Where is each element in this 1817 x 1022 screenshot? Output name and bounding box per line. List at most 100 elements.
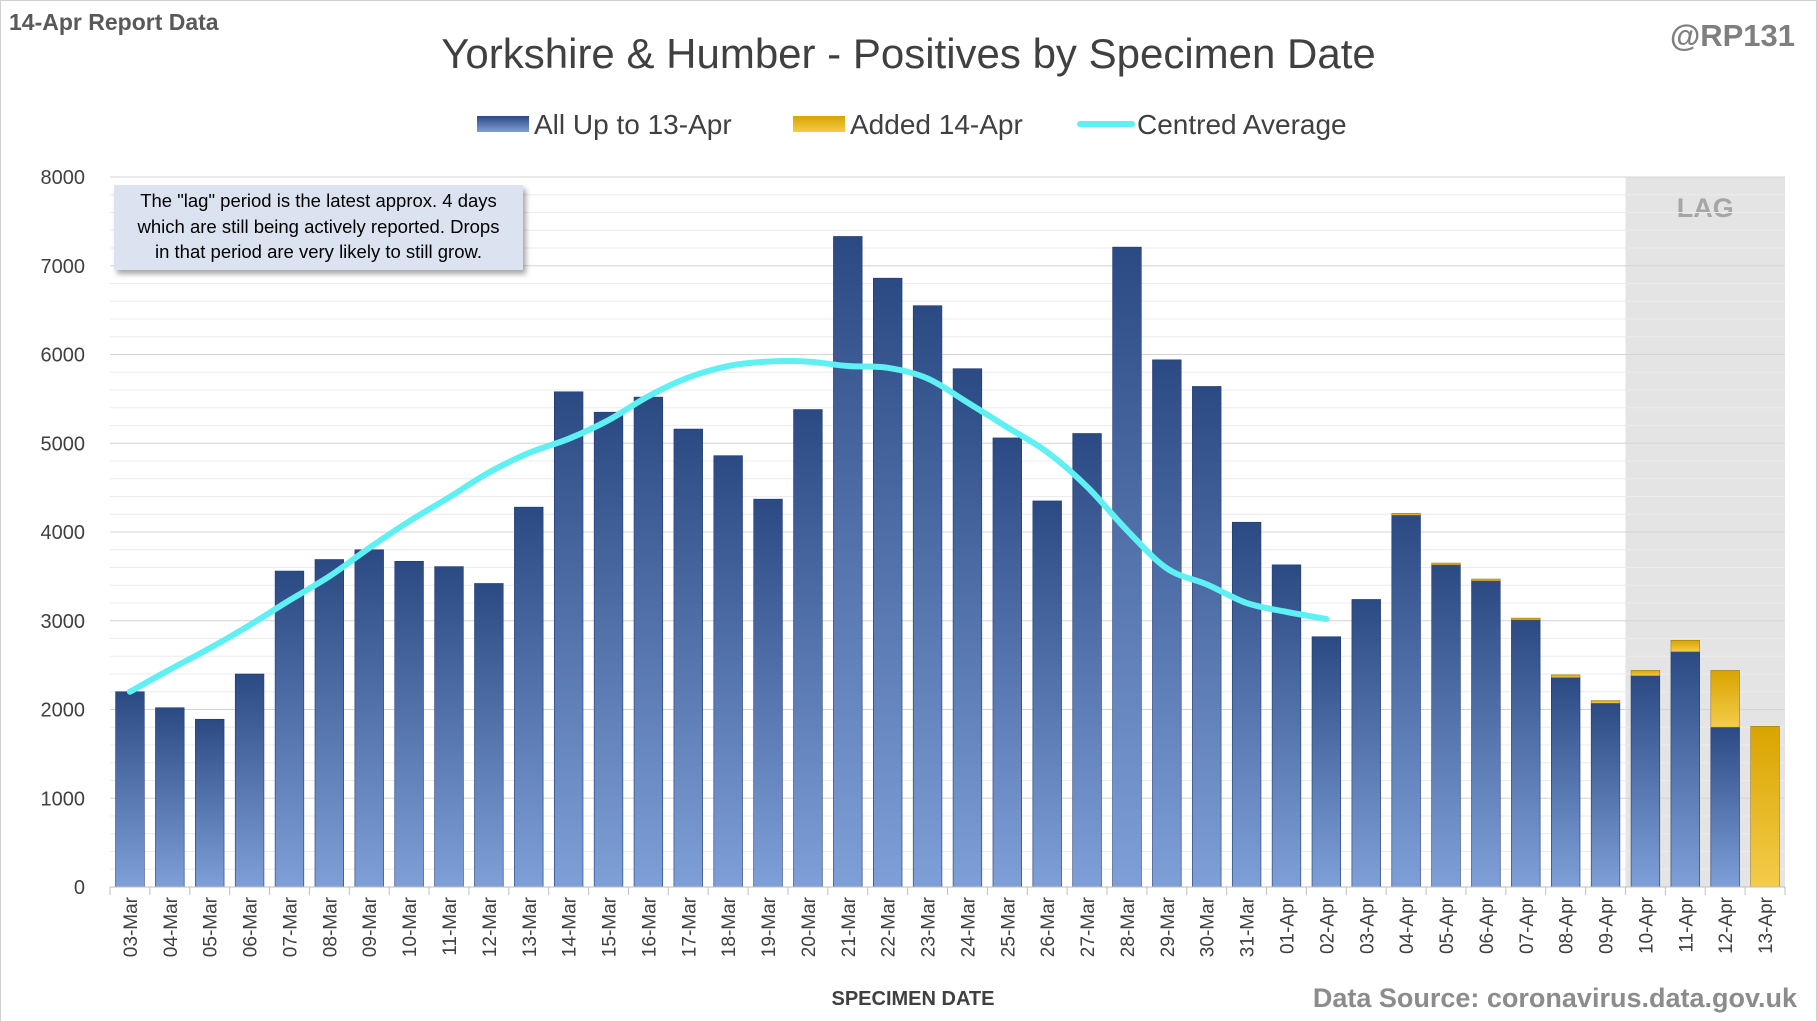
x-tick-label: 13-Mar (520, 896, 541, 957)
bar-all-up-to-13-apr (1072, 433, 1102, 888)
bar-all-up-to-13-apr (713, 455, 743, 888)
x-tick-label: 17-Mar (679, 896, 700, 957)
bar-added-14-apr (1511, 617, 1541, 621)
legend-swatch-added-14-apr (793, 116, 845, 132)
bar-all-up-to-13-apr (394, 560, 424, 888)
x-tick-label: 19-Mar (759, 896, 780, 957)
y-tick-label: 3000 (41, 611, 86, 633)
x-tick-label: 09-Apr (1597, 896, 1618, 954)
bar-all-up-to-13-apr (673, 428, 703, 888)
bar-all-up-to-13-apr (1511, 619, 1541, 888)
y-tick-label: 2000 (41, 700, 86, 722)
x-tick-label: 08-Mar (320, 896, 341, 957)
lag-note-box: The "lag" period is the latest approx. 4… (114, 185, 523, 270)
y-tick-label: 8000 (41, 167, 86, 189)
bar-all-up-to-13-apr (912, 305, 943, 888)
lag-note-line-3: in that period are very likely to still … (155, 241, 482, 262)
x-tick-label: 20-Mar (799, 896, 820, 957)
x-tick-label: 15-Mar (600, 896, 621, 957)
x-tick-label: 03-Apr (1357, 896, 1378, 954)
x-tick-label: 03-Mar (121, 896, 142, 957)
bar-all-up-to-13-apr (992, 437, 1022, 888)
y-tick-label: 5000 (41, 433, 86, 455)
bar-all-up-to-13-apr (793, 409, 823, 888)
data-source: Data Source: coronavirus.data.gov.uk (1312, 983, 1797, 1013)
centred-average-layer (126, 358, 1330, 695)
x-tick-label: 27-Mar (1078, 896, 1099, 957)
bar-added-14-apr (1670, 639, 1700, 653)
x-tick-label: 05-Apr (1437, 896, 1458, 954)
x-tick-label: 01-Apr (1277, 896, 1298, 954)
bar-all-up-to-13-apr (1630, 675, 1661, 888)
x-tick-label: 09-Mar (360, 896, 381, 957)
legend-swatch-all-up-to-13-apr (477, 116, 529, 132)
bar-all-up-to-13-apr (1032, 500, 1062, 888)
lag-note-line-2: which are still being actively reported.… (137, 215, 500, 237)
bar-added-14-apr (1431, 562, 1461, 566)
bar-all-up-to-13-apr (1710, 726, 1740, 888)
lag-label: LAG (1677, 193, 1734, 223)
x-tick-label: 16-Mar (639, 896, 660, 957)
bar-all-up-to-13-apr (593, 411, 624, 888)
x-tick-label: 22-Mar (879, 896, 900, 957)
centred-average-line (126, 358, 1330, 695)
bar-all-up-to-13-apr (1231, 521, 1262, 888)
bar-added-14-apr (1550, 674, 1581, 678)
x-tick-label: 11-Mar (440, 896, 461, 955)
bar-all-up-to-13-apr (514, 506, 544, 888)
y-tick-label: 6000 (41, 345, 86, 367)
bar-all-up-to-13-apr (1351, 599, 1381, 888)
bar-all-up-to-13-apr (314, 559, 345, 888)
bar-all-up-to-13-apr (1311, 636, 1342, 888)
x-axis-title: SPECIMEN DATE (832, 988, 995, 1010)
bar-all-up-to-13-apr (753, 498, 783, 888)
x-tick-label: 08-Apr (1557, 896, 1578, 954)
x-tick-label: 11-Apr (1676, 896, 1697, 952)
bar-all-up-to-13-apr (115, 691, 145, 888)
axes: 0 1000 2000 3000 4000 5000 6000 7000 8000 03-Mar 0… (41, 167, 1786, 957)
bar-all-up-to-13-apr (1112, 246, 1142, 888)
bar-all-up-to-13-apr (952, 368, 983, 888)
legend-label: All Up to 13-Apr (534, 109, 732, 140)
x-tick-label: 05-Mar (201, 896, 222, 957)
bar-all-up-to-13-apr (274, 570, 305, 888)
bar-all-up-to-13-apr (1391, 514, 1421, 888)
x-tick-label: 14-Mar (560, 896, 581, 957)
x-tick-label: 02-Apr (1317, 896, 1338, 954)
y-tick-label: 1000 (41, 788, 86, 810)
x-tick-label: 21-Mar (839, 896, 860, 957)
x-tick-label: 29-Mar (1158, 896, 1179, 957)
x-tick-label: 04-Mar (161, 896, 182, 957)
x-tick-label: 18-Mar (719, 896, 740, 957)
y-tick-label: 4000 (41, 522, 86, 544)
bars (115, 236, 1780, 888)
x-tick-label: 24-Mar (958, 896, 979, 957)
bar-added-14-apr (1590, 700, 1621, 704)
x-tick-label: 28-Mar (1118, 896, 1139, 957)
bar-all-up-to-13-apr (234, 673, 265, 888)
bar-all-up-to-13-apr (1471, 580, 1501, 888)
x-tick-label: 04-Apr (1397, 896, 1418, 954)
bar-all-up-to-13-apr (354, 549, 384, 888)
x-tick-label: 25-Mar (998, 896, 1019, 957)
x-tick-label: 31-Mar (1238, 896, 1259, 957)
bar-all-up-to-13-apr (1431, 564, 1461, 888)
bar-all-up-to-13-apr (553, 391, 584, 888)
gridlines (110, 176, 1785, 888)
chart-title: Yorkshire & Humber - Positives by Specim… (441, 30, 1376, 77)
bar-all-up-to-13-apr (833, 236, 863, 888)
x-tick-label: 13-Apr (1756, 896, 1777, 954)
x-tick-label: 26-Mar (1038, 896, 1059, 957)
report-date-label: 14-Apr Report Data (9, 9, 219, 35)
legend: All Up to 13-Apr Added 14-Apr Centred Aver… (477, 109, 1347, 140)
bar-all-up-to-13-apr (434, 566, 464, 888)
x-tick-label: 07-Apr (1517, 896, 1538, 954)
bar-all-up-to-13-apr (873, 277, 903, 888)
x-tick-label: 30-Mar (1198, 896, 1219, 957)
bar-added-14-apr (1710, 670, 1740, 728)
bar-all-up-to-13-apr (474, 583, 504, 888)
y-tick-label: 7000 (41, 256, 86, 278)
bar-added-14-apr (1471, 578, 1501, 582)
lag-note-line-1: The "lag" period is the latest approx. 4… (140, 190, 497, 211)
